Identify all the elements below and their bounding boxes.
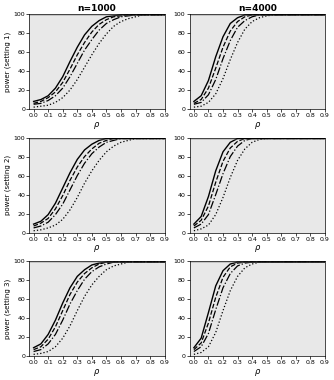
X-axis label: ρ: ρ	[94, 367, 100, 376]
Title: n=1000: n=1000	[77, 4, 116, 13]
Title: n=4000: n=4000	[238, 4, 277, 13]
X-axis label: ρ: ρ	[94, 120, 100, 128]
X-axis label: ρ: ρ	[94, 243, 100, 252]
X-axis label: ρ: ρ	[255, 120, 260, 128]
X-axis label: ρ: ρ	[255, 243, 260, 252]
Y-axis label: power (setting 1): power (setting 1)	[4, 32, 11, 92]
X-axis label: ρ: ρ	[255, 367, 260, 376]
Y-axis label: power (setting 2): power (setting 2)	[4, 155, 11, 215]
Y-axis label: power (setting 3): power (setting 3)	[4, 279, 11, 339]
